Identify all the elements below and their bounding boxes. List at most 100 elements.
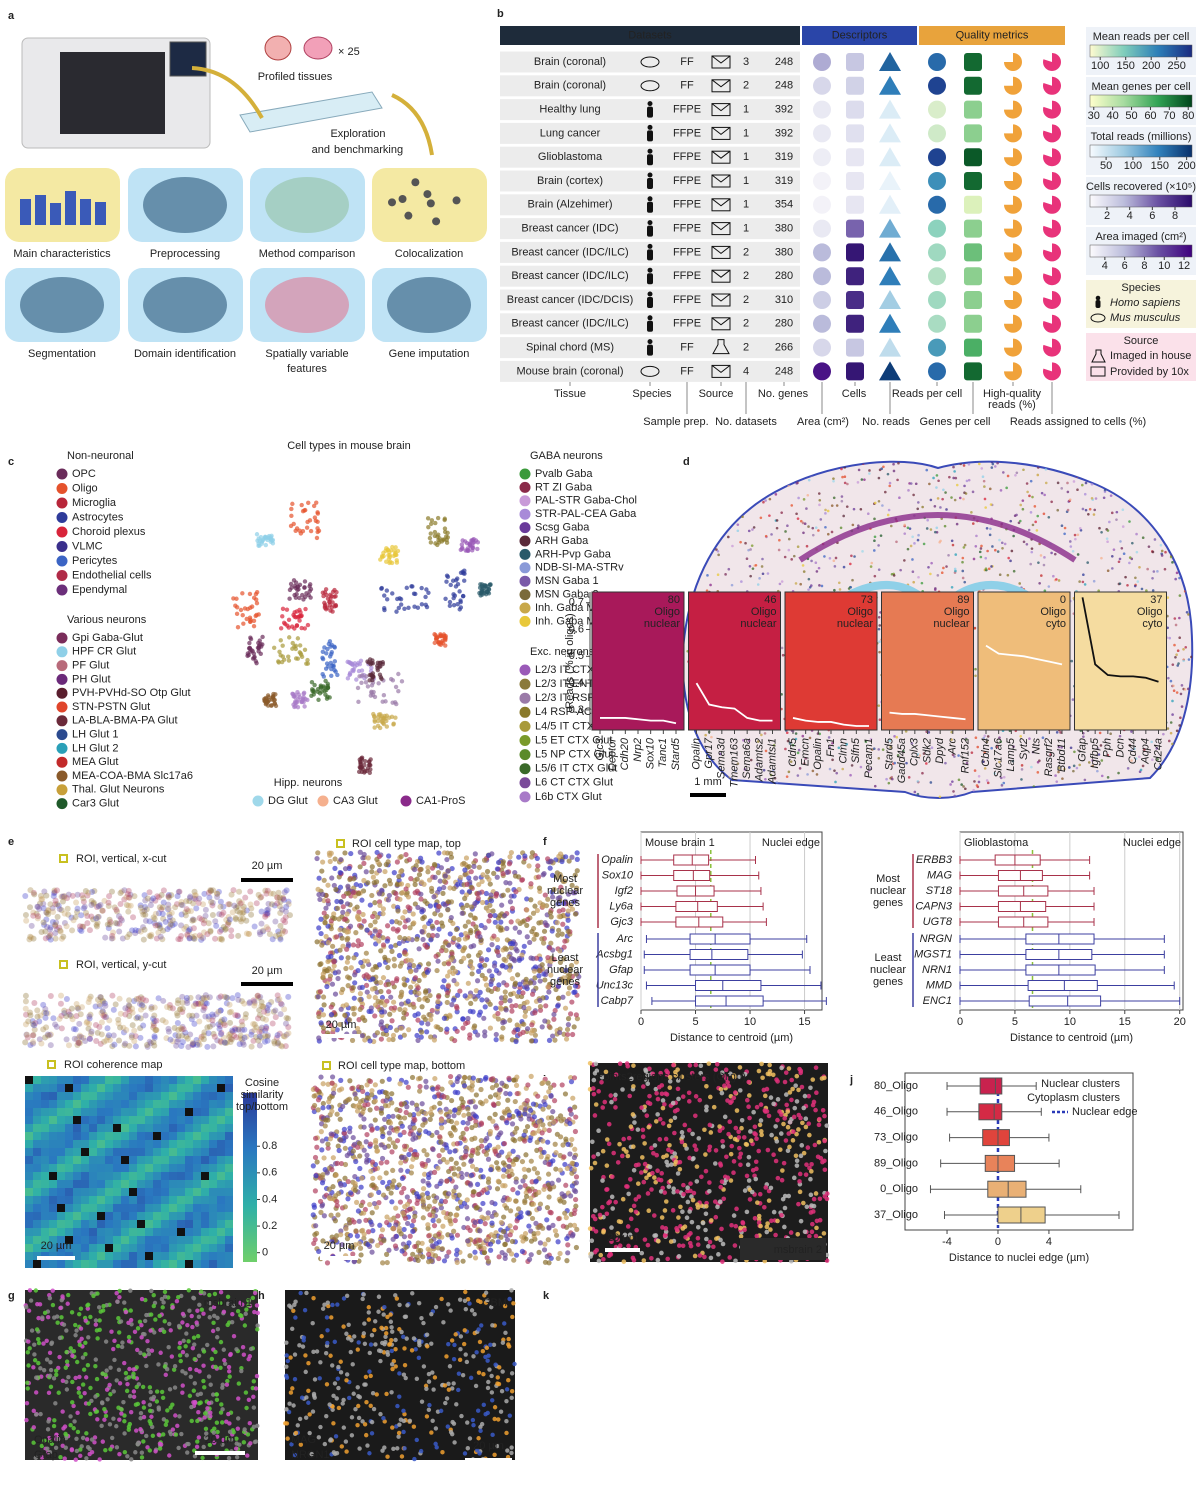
cell-dot [1145,589,1148,592]
cell-dot [782,792,786,796]
micro-dot [167,1036,174,1043]
cell-dot [1187,783,1191,787]
micro-dot [221,1016,228,1023]
reads-mark [879,361,901,381]
envelope-icon [711,364,731,378]
cell-dot [730,487,733,491]
cell-dot [811,790,815,794]
cell-dot [1017,521,1021,525]
micro-dot [215,1008,222,1015]
cell-dot [1158,472,1162,476]
cell-dot [1175,571,1179,575]
cell-dot [1161,533,1164,536]
cell-dot [916,792,920,796]
area-mark [813,76,831,95]
human-icon [647,339,653,345]
tissue: Spinal chord (MS) [526,342,614,354]
micro-dot [146,918,153,925]
umap-point [445,574,451,580]
cell-dot [965,479,969,483]
envelope-icon [711,317,731,326]
cell-dot [811,769,815,773]
umap-point [392,548,397,554]
human-icon [1095,295,1101,301]
cell-dot [873,517,876,521]
cell-dot [967,462,971,466]
micro-dot [269,1020,276,1027]
cell-dot [920,581,924,585]
colorbar [1089,44,1193,58]
envelope-icon [711,55,731,64]
micro-dot [494,866,501,872]
legend-dot [56,798,68,810]
prep: FFPE [673,318,701,330]
micro-dot [34,1013,41,1020]
cell-dot [892,574,896,577]
cell-dot [1147,545,1151,548]
micro-dot [23,1031,30,1038]
micro-dot [495,986,501,992]
cell-dot [1109,732,1112,736]
micro-dot [350,985,356,991]
cell-dot [805,507,808,510]
micro-dot [391,870,397,876]
umap-point [443,596,448,601]
micro-dot [282,1020,289,1027]
hq-reads-mark [1004,124,1022,143]
reads-per-cell-mark [928,291,946,309]
cell-dot [826,509,830,513]
cell-dot [815,773,819,776]
legend-item: LH Glut 2 [72,742,118,754]
micro-dot [93,1037,100,1044]
genes: 310 [775,294,793,306]
cell-dot [934,587,937,590]
colorbar-tick-label: 8 [1141,260,1147,272]
cell-dot [1134,783,1137,786]
micro-dot [210,1043,217,1050]
cell-dot [873,501,877,505]
scale-title: Mean reads per cell [1093,31,1190,43]
cell-dot [1042,512,1046,516]
umap-point [254,601,260,606]
genes-per-cell-mark [964,362,982,381]
cell-dot [798,767,802,770]
umap-point [440,640,446,646]
cell-dot [1126,767,1130,770]
datasets: 1 [743,104,749,116]
micro-dot [132,927,139,934]
micro-dot [434,919,440,926]
umap-point [355,685,361,691]
legend-item: MSN Gaba 2 [535,589,599,601]
legend-dot [56,584,68,596]
cell-dot [998,538,1001,542]
cell-dot [1174,623,1178,627]
cell-dot [896,478,899,482]
micro-dot [315,994,321,1000]
cell-dot [1187,658,1191,661]
cell-dot [961,560,964,564]
micro-dot [445,907,451,913]
cell-dot [748,472,751,476]
colorbar-tick-label: 4 [1102,260,1108,272]
cell-dot [867,798,870,801]
umap-point [280,643,285,648]
envelope-icon [711,245,731,259]
cell-dot [740,580,743,583]
hq-reads-mark [1004,195,1022,214]
cell-dot [735,457,738,460]
cell-dot [983,796,987,798]
cell-dot [1185,582,1188,586]
hq-reads-mark [1004,267,1022,286]
legend-title: Non-neuronal [67,450,134,462]
umap-point [428,540,434,545]
micro-dot [116,995,123,1002]
micro-dot [218,1031,225,1038]
cell-dot [1063,526,1067,530]
legend-title: Hipp. neurons [274,777,343,789]
prep: FFPE [673,270,701,282]
cell-dot [802,570,806,573]
cell-dot [988,487,992,491]
umap-point [292,592,297,598]
micro-dot [434,932,440,939]
envelope-icon [711,79,731,88]
